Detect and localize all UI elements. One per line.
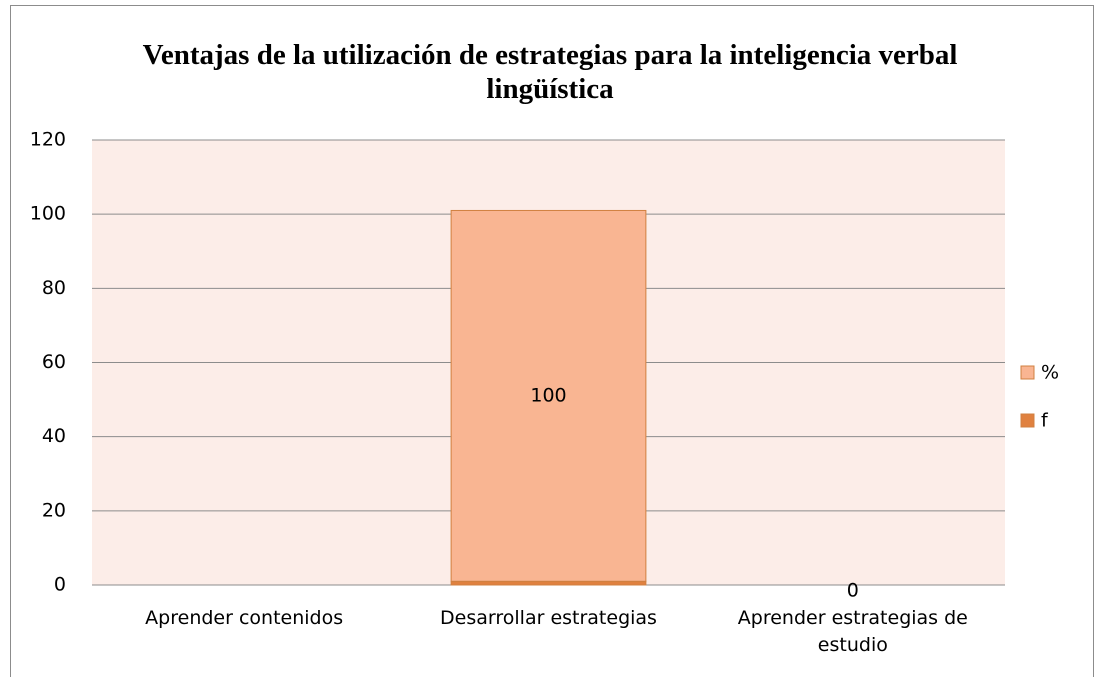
y-tick-label: 20 [42,499,66,521]
x-tick-label: Aprender contenidos [145,607,344,629]
y-tick-label: 40 [42,425,66,447]
y-tick-label: 120 [30,129,66,151]
bar-segment [450,580,647,586]
chart-title: Ventajas de la utilización de estrategia… [142,39,958,105]
y-tick-label: 60 [42,351,66,373]
x-tick-label: Desarrollar estrategias [440,607,657,629]
legend-swatch [1020,413,1035,428]
data-label: 100 [530,384,566,406]
data-label: 0 [847,580,859,602]
legend-label: f [1041,410,1049,432]
y-tick-label: 80 [42,277,66,299]
y-tick-label: 0 [54,574,66,596]
x-tick-label: Aprender estrategias de estudio [737,607,968,656]
y-tick-label: 100 [30,203,66,225]
bar-segment [450,209,647,582]
legend-swatch [1020,365,1035,380]
legend-label: % [1041,362,1059,384]
